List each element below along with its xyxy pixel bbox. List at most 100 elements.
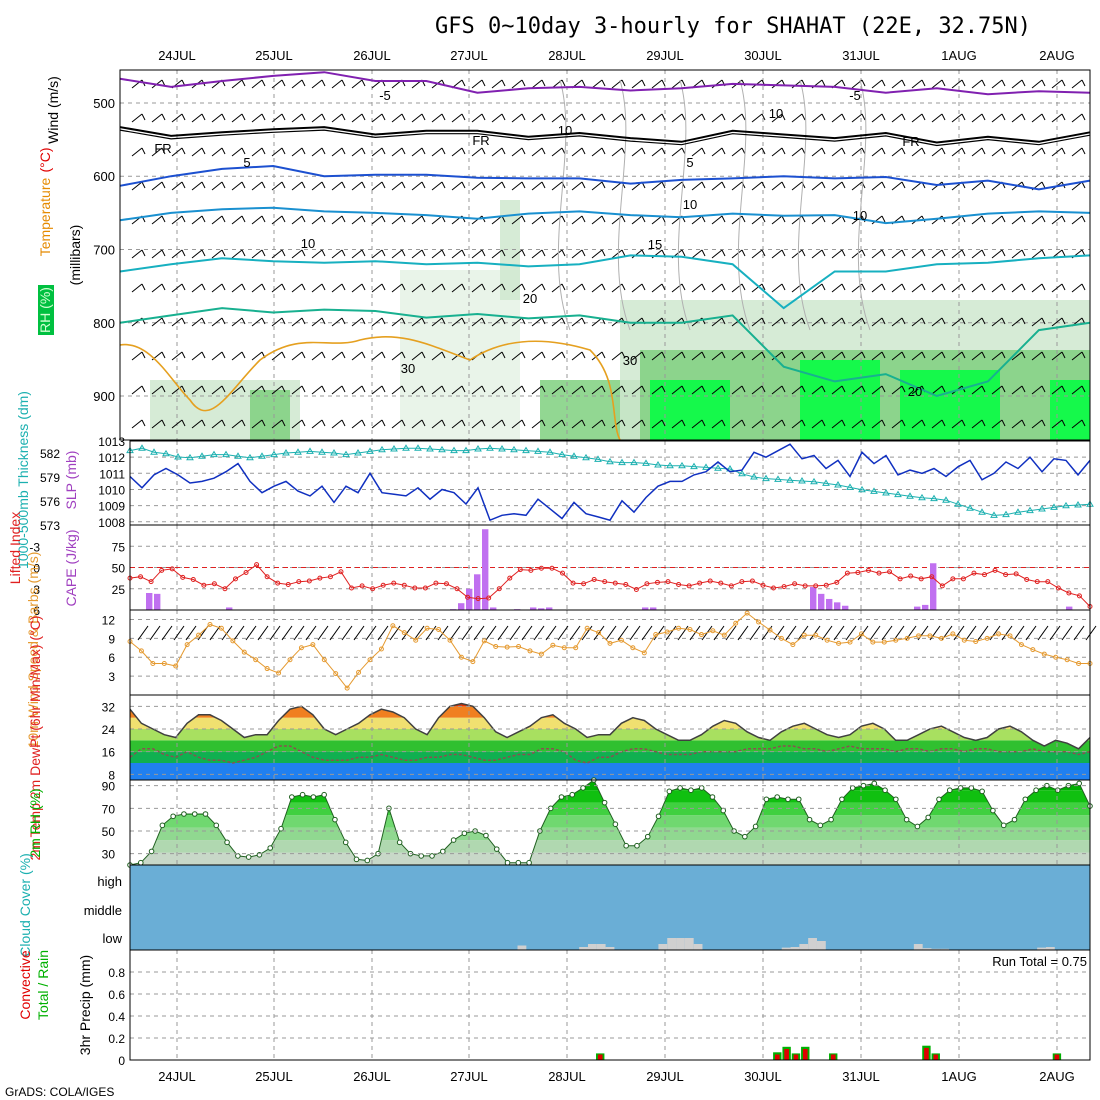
rh-line bbox=[129, 779, 1091, 866]
wind-barb-flag bbox=[381, 147, 386, 155]
thickness-marker bbox=[930, 494, 938, 502]
wind-barb-flag bbox=[401, 215, 406, 223]
li-marker bbox=[443, 581, 449, 587]
surface-wind-barb bbox=[161, 625, 173, 641]
wind-barb bbox=[911, 385, 923, 395]
wind-barb-flag bbox=[141, 419, 146, 427]
wind-barb-flag bbox=[521, 385, 526, 393]
wind-barb-flag bbox=[701, 249, 706, 257]
run-total-label: Run Total = 0.75 bbox=[992, 954, 1087, 969]
rh-marker bbox=[1000, 822, 1007, 829]
rh-marker bbox=[709, 794, 716, 800]
wind-barb bbox=[1031, 249, 1043, 259]
wind-barb-flag bbox=[461, 147, 466, 155]
surface-wind-barb bbox=[497, 625, 509, 641]
wind-barb-flag bbox=[701, 181, 706, 189]
thickness-tick-label: 579 bbox=[40, 471, 60, 485]
wind-barb-flag bbox=[1021, 385, 1026, 393]
wind-speed-marker bbox=[184, 642, 190, 648]
bottom-date-label: 26JUL bbox=[353, 1069, 391, 1084]
slp-label: SLP (mb) bbox=[63, 451, 79, 510]
wind-barb bbox=[691, 147, 703, 157]
wind-barb-flag bbox=[341, 113, 346, 121]
convective-precip-bar bbox=[774, 1054, 780, 1060]
wind-barb-flag bbox=[641, 419, 646, 427]
wind-barb-flag bbox=[241, 215, 246, 223]
wind-barb bbox=[431, 147, 443, 157]
wind-barb bbox=[831, 419, 843, 429]
wind-barb bbox=[431, 317, 443, 327]
wind-barb-flag bbox=[501, 419, 506, 427]
wind-barb-flag bbox=[461, 181, 466, 189]
wind-barb bbox=[911, 317, 923, 327]
wind-barb-flag bbox=[781, 419, 786, 427]
bottom-date-label: 2AUG bbox=[1039, 1069, 1074, 1084]
rh-shading bbox=[500, 200, 520, 300]
wind-barb bbox=[271, 317, 283, 327]
surface-wind-barb bbox=[773, 625, 785, 641]
wind-barb bbox=[871, 419, 883, 429]
wind-label: Wind (m/s) bbox=[45, 76, 61, 144]
wind-barb bbox=[851, 249, 863, 259]
rh-marker bbox=[1011, 816, 1018, 823]
wind-speed-marker bbox=[321, 657, 327, 663]
wind-barb bbox=[1011, 147, 1023, 157]
wind-barb bbox=[211, 317, 223, 327]
wind-barb-flag bbox=[1021, 249, 1026, 257]
wind-barb bbox=[831, 317, 843, 327]
wind-barb bbox=[371, 215, 383, 225]
surface-wind-barb bbox=[677, 625, 689, 641]
wind-barb bbox=[471, 283, 483, 293]
wind-barb-flag bbox=[321, 147, 326, 155]
surface-wind-barb bbox=[305, 625, 317, 641]
rh-contour bbox=[797, 79, 811, 331]
wind-barb-flag bbox=[261, 215, 266, 223]
wind-barb-flag bbox=[1001, 283, 1006, 291]
rh-marker bbox=[429, 853, 435, 859]
li-marker bbox=[254, 562, 260, 568]
wind-barb bbox=[391, 249, 403, 259]
cloud-label: Cloud Cover (%) bbox=[17, 853, 33, 956]
wind-barb-flag bbox=[541, 181, 546, 189]
temperature-contour bbox=[119, 71, 1091, 96]
wind-barb bbox=[471, 79, 483, 89]
wind-barb-flag bbox=[981, 79, 986, 87]
rh-marker bbox=[493, 846, 500, 852]
top-date-label: 27JUL bbox=[450, 48, 488, 63]
wind-barb-flag bbox=[721, 181, 726, 189]
wind-barb bbox=[711, 283, 723, 293]
wind-barb-flag bbox=[641, 283, 646, 291]
wind-barb-flag bbox=[361, 385, 366, 393]
surface-wind-barb bbox=[953, 625, 965, 641]
slp-tick-label: 1009 bbox=[98, 500, 125, 514]
wind-speed-marker bbox=[230, 638, 236, 644]
wind-barb bbox=[771, 317, 783, 327]
li-marker bbox=[538, 565, 544, 571]
li-marker bbox=[781, 584, 787, 590]
rh-marker bbox=[666, 788, 673, 795]
li-marker bbox=[876, 570, 882, 576]
li-marker bbox=[623, 582, 629, 587]
li-marker bbox=[908, 573, 914, 579]
wind-speed-marker bbox=[596, 630, 602, 636]
wind-barb bbox=[191, 419, 203, 429]
contour-label: 10 bbox=[853, 208, 867, 223]
wind-barb bbox=[1011, 79, 1023, 89]
wind-barb bbox=[1011, 215, 1023, 225]
wind-barb bbox=[351, 113, 363, 123]
wind-barb-flag bbox=[341, 283, 346, 291]
wind-barb bbox=[831, 113, 843, 123]
li-marker bbox=[654, 579, 660, 585]
wind-barb bbox=[391, 351, 403, 361]
wind-barb-flag bbox=[681, 385, 686, 393]
wind-speed-marker bbox=[641, 650, 647, 656]
wind-barb bbox=[131, 385, 143, 395]
temp-tick-label: 24 bbox=[102, 723, 116, 737]
thickness-marker bbox=[378, 445, 386, 453]
low-cloud-bar bbox=[799, 944, 809, 950]
li-marker bbox=[823, 582, 829, 588]
wind-barb bbox=[771, 147, 783, 157]
wind-barb-flag bbox=[341, 419, 346, 427]
